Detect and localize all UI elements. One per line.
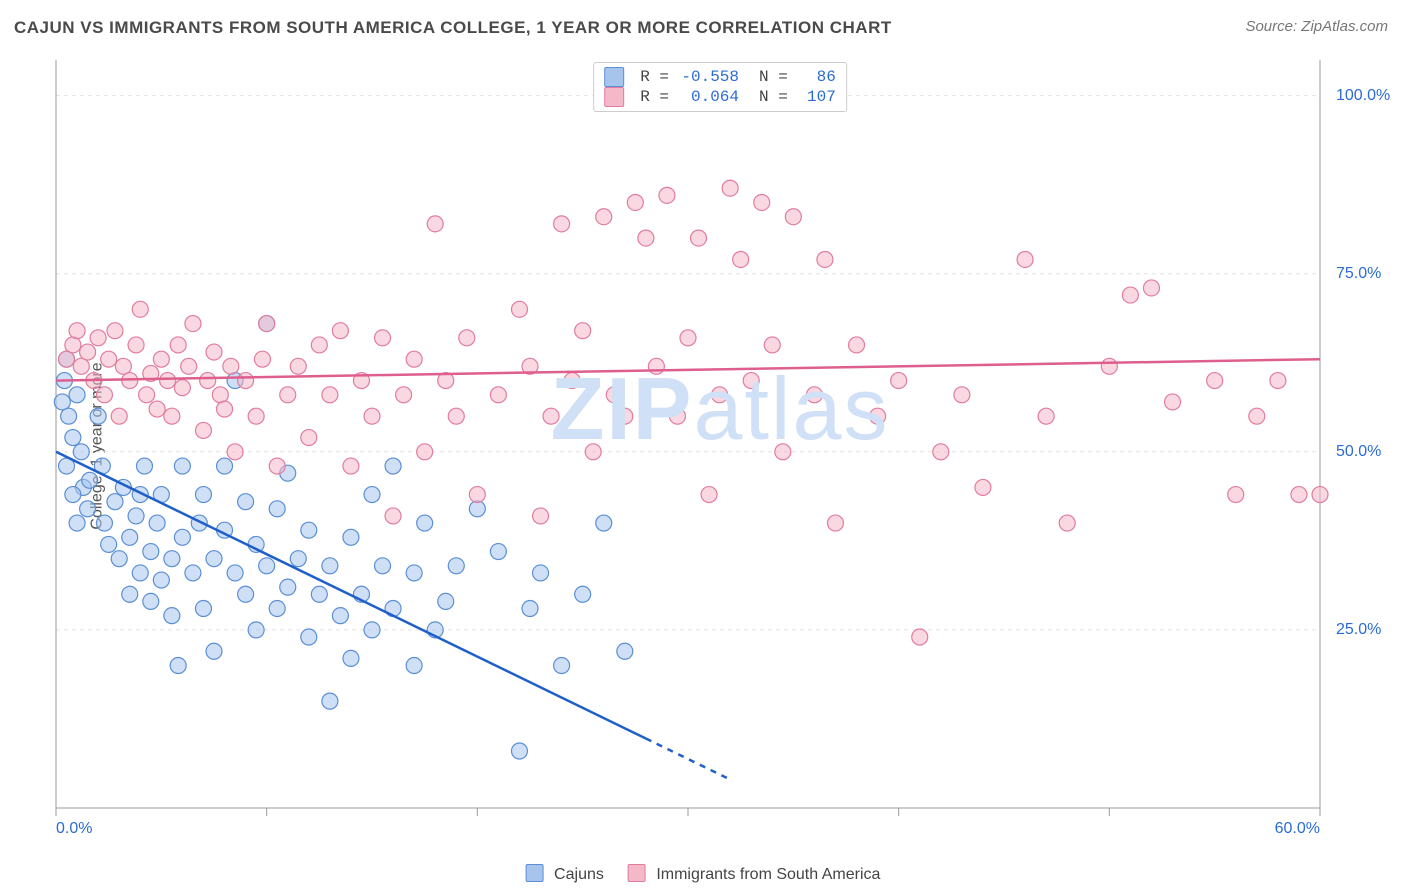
- n-value-immigrants: 107: [798, 88, 836, 106]
- legend-label-cajuns: Cajuns: [554, 866, 604, 883]
- plot-area: ZIPatlas R = -0.558 N = 86 R = 0.064 N =…: [50, 58, 1390, 838]
- y-tick-label: 75.0%: [1336, 265, 1381, 283]
- correlation-chart: CAJUN VS IMMIGRANTS FROM SOUTH AMERICA C…: [0, 0, 1406, 892]
- plot-svg: [50, 58, 1390, 838]
- x-tick-label: 0.0%: [56, 820, 92, 838]
- legend-item-cajuns: Cajuns: [526, 864, 604, 884]
- swatch-immigrants: [628, 864, 646, 882]
- series-legend: Cajuns Immigrants from South America: [526, 864, 881, 884]
- swatch-cajuns: [604, 67, 624, 87]
- legend-label-immigrants: Immigrants from South America: [656, 866, 880, 883]
- y-tick-label: 25.0%: [1336, 621, 1381, 639]
- r-label: R =: [640, 88, 669, 106]
- legend-row-cajuns: R = -0.558 N = 86: [604, 67, 836, 87]
- source-attribution: Source: ZipAtlas.com: [1245, 18, 1388, 35]
- r-label: R =: [640, 68, 669, 86]
- legend-item-immigrants: Immigrants from South America: [628, 864, 881, 884]
- legend-row-immigrants: R = 0.064 N = 107: [604, 87, 836, 107]
- swatch-cajuns: [526, 864, 544, 882]
- n-value-cajuns: 86: [798, 68, 836, 86]
- y-tick-label: 100.0%: [1336, 87, 1390, 105]
- r-value-immigrants: 0.064: [679, 88, 739, 106]
- n-label: N =: [759, 88, 788, 106]
- n-label: N =: [759, 68, 788, 86]
- chart-title: CAJUN VS IMMIGRANTS FROM SOUTH AMERICA C…: [14, 18, 892, 38]
- correlation-legend: R = -0.558 N = 86 R = 0.064 N = 107: [593, 62, 847, 112]
- r-value-cajuns: -0.558: [679, 68, 739, 86]
- x-tick-label: 60.0%: [1275, 820, 1320, 838]
- swatch-immigrants: [604, 87, 624, 107]
- y-tick-label: 50.0%: [1336, 443, 1381, 461]
